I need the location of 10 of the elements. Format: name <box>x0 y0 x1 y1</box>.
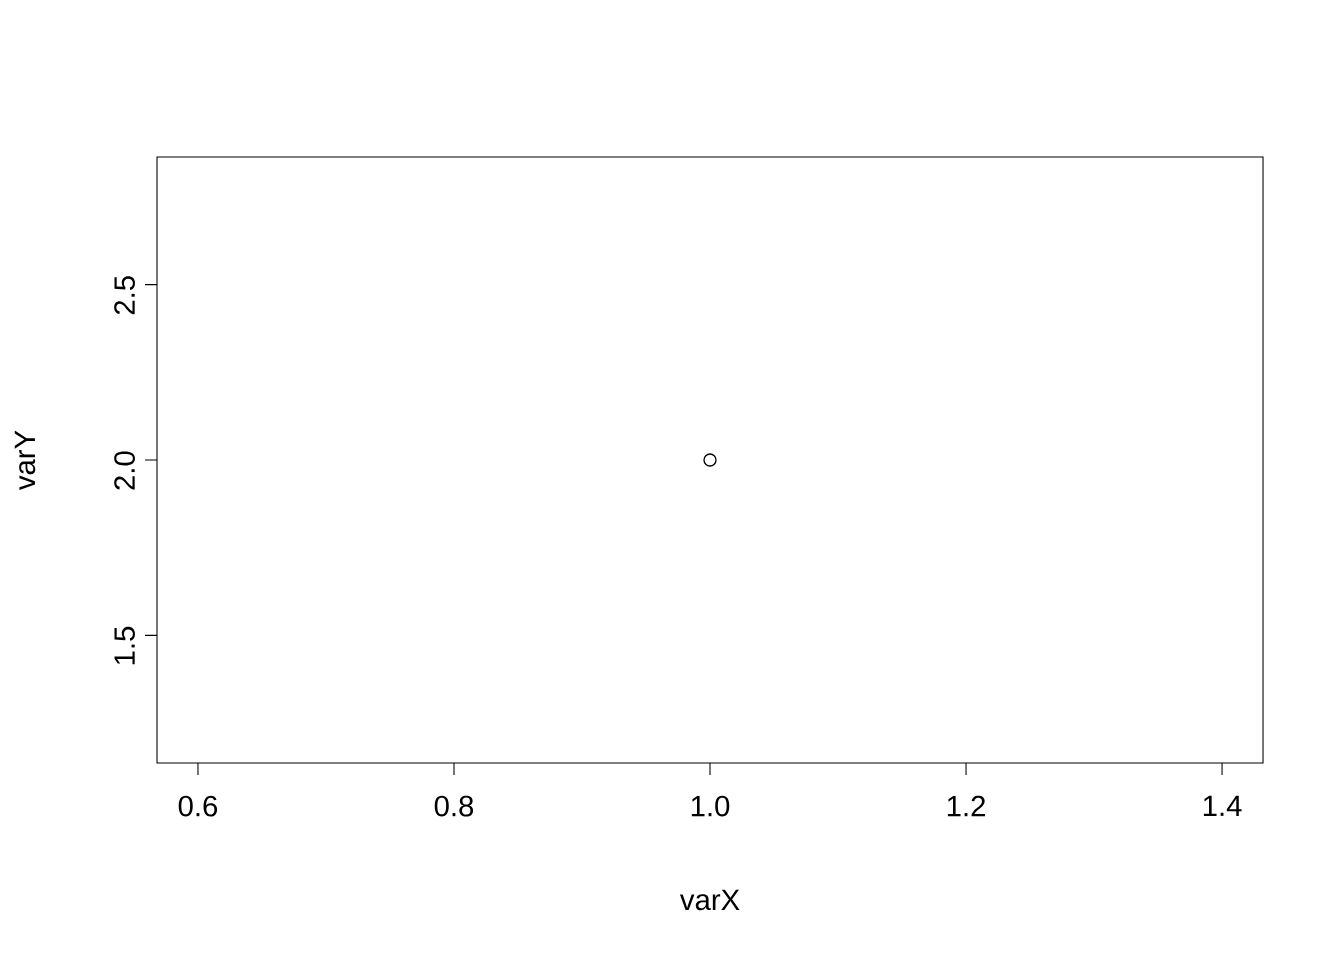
x-axis-title: varX <box>679 889 740 911</box>
y-axis-title: varY <box>14 430 36 491</box>
x-tick-label: 0.8 <box>434 795 474 817</box>
y-tick-label: 1.5 <box>114 626 135 665</box>
x-tick-label: 1.4 <box>1203 795 1242 816</box>
x-tick-label: 0.6 <box>178 795 218 817</box>
x-tick-label: 1.0 <box>691 795 730 817</box>
y-tick-label: 2.5 <box>114 276 135 315</box>
y-tick-label: 2.0 <box>114 451 135 490</box>
x-tick-label: 1.2 <box>947 795 985 817</box>
